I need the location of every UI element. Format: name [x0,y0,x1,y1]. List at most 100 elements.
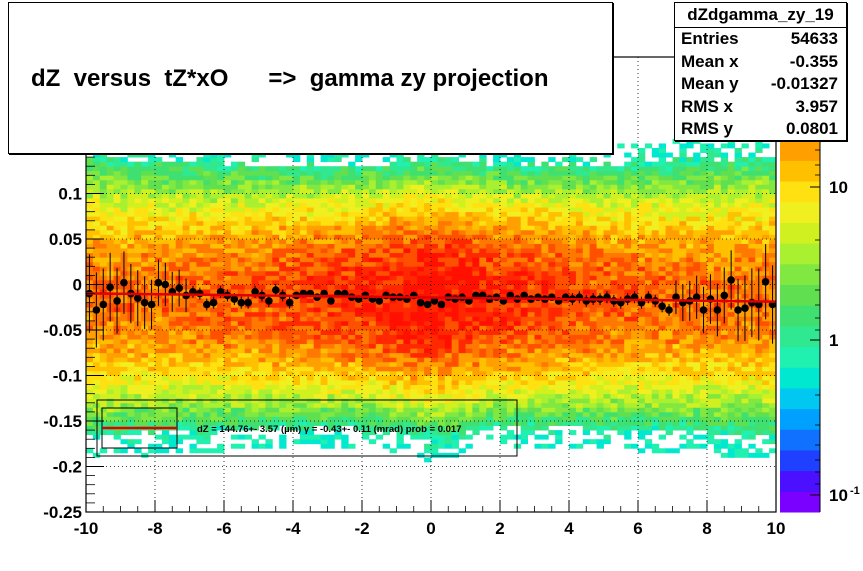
heatmap-cell [444,257,453,263]
heatmap-cell [534,316,542,322]
heatmap-cell [299,311,308,317]
heatmap-cell [148,352,156,358]
heatmap-cell [106,402,114,408]
heatmap-cell [320,298,328,304]
heatmap-cell [596,184,604,190]
heatmap-cell [306,407,315,413]
heatmap-cell [306,434,315,440]
heatmap-cell [534,279,542,285]
heatmap-cell [272,384,280,390]
heatmap-cell [327,225,335,231]
heatmap-cell [86,184,94,190]
heatmap-cell [134,220,142,226]
heatmap-cell [279,279,287,285]
heatmap-cell [134,339,142,345]
heatmap-cell [375,311,384,317]
heatmap-cell [389,407,397,413]
heatmap-cell [258,198,266,203]
heatmap-cell [189,275,197,281]
heatmap-cell [465,352,473,358]
heatmap-cell [589,216,597,222]
heatmap-cell [362,298,370,304]
heatmap-cell [465,279,473,285]
heatmap-cell [513,193,522,199]
heatmap-cell [589,284,597,290]
heatmap-cell [506,421,515,426]
heatmap-cell [396,330,404,335]
heatmap-cell [527,384,535,390]
heatmap-cell [355,207,363,213]
heatmap-cell [113,261,121,267]
heatmap-cell [431,211,439,217]
heatmap-cell [348,252,356,258]
heatmap-cell [224,320,232,326]
heatmap-cell [196,234,204,240]
heatmap-cell [86,389,94,395]
heatmap-cell [141,330,149,335]
heatmap-cell [479,275,487,281]
heatmap-cell [293,175,301,181]
heatmap-cell [541,320,549,326]
heatmap-cell [569,229,577,235]
heatmap-cell [237,239,246,244]
heatmap-cell [320,243,328,249]
heatmap-cell [410,170,418,176]
heatmap-cell [417,398,425,404]
heatmap-cell [582,389,591,395]
heatmap-cell [272,316,280,322]
heatmap-cell [569,402,577,408]
heatmap-cell [265,166,273,172]
heatmap-cell [520,207,528,213]
heatmap-cell [224,248,232,254]
heatmap-cell [334,184,342,190]
heatmap-cell [99,161,108,167]
heatmap-cell [272,320,280,326]
heatmap-cell [569,330,577,335]
heatmap-cell [196,279,204,285]
heatmap-cell [127,179,135,185]
heatmap-cell [362,275,370,281]
heatmap-cell [548,157,556,163]
heatmap-cell [486,407,494,413]
heatmap-cell [555,320,563,326]
heatmap-cell [617,184,625,190]
heatmap-cell [224,316,232,322]
heatmap-cell [251,261,259,267]
heatmap-cell [451,339,459,345]
heatmap-cell [196,266,204,272]
heatmap-cell [486,311,494,317]
heatmap-cell [610,407,618,413]
heatmap-cell [396,248,404,254]
heatmap-cell [299,275,308,281]
heatmap-cell [575,188,584,194]
heatmap-cell [444,389,453,395]
heatmap-cell [548,257,556,263]
heatmap-cell [265,402,273,408]
heatmap-cell [86,229,94,235]
heatmap-cell [320,202,328,208]
heatmap-cell [431,416,439,422]
heatmap-cell [237,307,246,313]
heatmap-cell [161,184,170,190]
heatmap-cell [589,220,597,226]
heatmap-cell [631,239,639,244]
heatmap-cell [437,330,446,335]
heatmap-cell [431,193,439,199]
heatmap-cell [134,257,142,263]
heatmap-cell [589,248,597,254]
heatmap-cell [527,320,535,326]
heatmap-cell [500,339,508,345]
heatmap-cell [299,198,308,203]
heatmap-cell [513,166,522,172]
heatmap-cell [251,411,259,417]
heatmap-cell [286,188,294,194]
heatmap-cell [155,311,163,317]
heatmap-cell [396,398,404,404]
heatmap-cell [534,275,542,281]
heatmap-cell [161,243,170,249]
heatmap-cell [306,239,315,244]
heatmap-cell [127,198,135,203]
heatmap-cell [279,239,287,244]
heatmap-cell [396,434,404,440]
heatmap-cell [237,243,246,249]
